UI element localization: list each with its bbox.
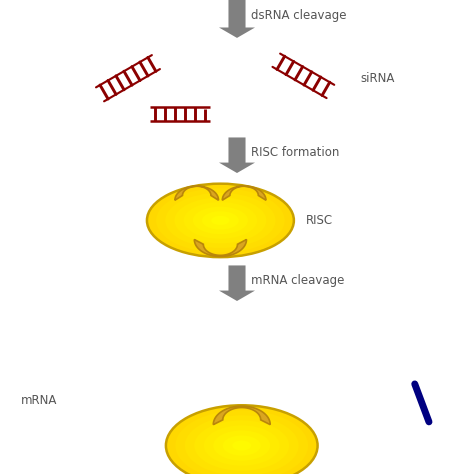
Text: RISC: RISC — [306, 214, 333, 227]
Ellipse shape — [147, 183, 294, 257]
Ellipse shape — [223, 436, 261, 456]
Ellipse shape — [184, 202, 257, 239]
Polygon shape — [194, 239, 246, 256]
Ellipse shape — [193, 207, 248, 234]
Ellipse shape — [213, 430, 270, 461]
Ellipse shape — [156, 188, 285, 253]
Ellipse shape — [204, 426, 280, 465]
Polygon shape — [213, 406, 270, 425]
Text: dsRNA cleavage: dsRNA cleavage — [251, 9, 346, 22]
Polygon shape — [219, 265, 255, 301]
Ellipse shape — [211, 216, 229, 225]
Ellipse shape — [174, 198, 266, 243]
Polygon shape — [175, 186, 219, 200]
Polygon shape — [219, 137, 255, 173]
Ellipse shape — [232, 440, 251, 451]
Ellipse shape — [194, 420, 289, 471]
Text: siRNA: siRNA — [360, 72, 395, 85]
Ellipse shape — [175, 410, 308, 474]
Text: mRNA cleavage: mRNA cleavage — [251, 274, 345, 287]
Text: mRNA: mRNA — [21, 394, 58, 407]
Polygon shape — [219, 0, 255, 38]
Ellipse shape — [166, 405, 318, 474]
Text: RISC formation: RISC formation — [251, 146, 339, 159]
Ellipse shape — [185, 415, 299, 474]
Ellipse shape — [202, 211, 239, 229]
Ellipse shape — [165, 193, 275, 248]
Polygon shape — [222, 186, 266, 200]
